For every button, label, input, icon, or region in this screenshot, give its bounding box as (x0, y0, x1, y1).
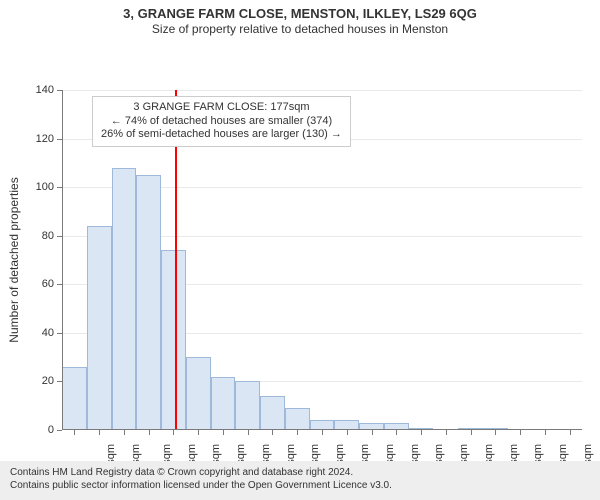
y-tick (57, 381, 62, 382)
x-tick (74, 430, 75, 435)
y-gridline (62, 90, 582, 91)
x-tick (248, 430, 249, 435)
x-tick (520, 430, 521, 435)
y-tick (57, 430, 62, 431)
footer-line-2: Contains public sector information licen… (10, 480, 590, 493)
x-tick (545, 430, 546, 435)
x-tick (495, 430, 496, 435)
histogram-bar (112, 168, 137, 430)
y-tick (57, 139, 62, 140)
x-tick (198, 430, 199, 435)
histogram-bar (161, 250, 186, 430)
histogram-bar (87, 226, 112, 430)
chart-title: 3, GRANGE FARM CLOSE, MENSTON, ILKLEY, L… (0, 0, 600, 22)
annotation-line-3: 26% of semi-detached houses are larger (… (101, 128, 342, 142)
histogram-bar (62, 367, 87, 430)
y-tick (57, 90, 62, 91)
x-tick (471, 430, 472, 435)
histogram-bar (260, 396, 285, 430)
x-tick (372, 430, 373, 435)
x-tick (223, 430, 224, 435)
footer-line-1: Contains HM Land Registry data © Crown c… (10, 467, 590, 480)
annotation-box: 3 GRANGE FARM CLOSE: 177sqm ← 74% of det… (92, 96, 351, 147)
x-tick (570, 430, 571, 435)
x-tick (173, 430, 174, 435)
histogram-bar (285, 408, 310, 430)
y-tick-label: 0 (0, 424, 54, 436)
y-axis-label: Number of detached properties (7, 177, 21, 342)
x-tick (446, 430, 447, 435)
y-axis-line (62, 90, 63, 430)
annotation-line-1: 3 GRANGE FARM CLOSE: 177sqm (101, 101, 342, 115)
histogram-bar (186, 357, 211, 430)
x-tick (149, 430, 150, 435)
x-tick (322, 430, 323, 435)
annotation-line-2: ← 74% of detached houses are smaller (37… (101, 115, 342, 129)
x-tick (124, 430, 125, 435)
y-tick (57, 333, 62, 334)
histogram-bar (136, 175, 161, 430)
x-tick (272, 430, 273, 435)
x-tick (396, 430, 397, 435)
footer: Contains HM Land Registry data © Crown c… (0, 461, 600, 500)
y-tick-label: 120 (0, 133, 54, 145)
y-tick-label: 140 (0, 84, 54, 96)
y-tick (57, 236, 62, 237)
histogram-bar (211, 377, 236, 430)
x-tick (347, 430, 348, 435)
x-tick (297, 430, 298, 435)
chart-container: { "title": "3, GRANGE FARM CLOSE, MENSTO… (0, 0, 600, 500)
chart-subtitle: Size of property relative to detached ho… (0, 22, 600, 36)
plot-area: 3 GRANGE FARM CLOSE: 177sqm ← 74% of det… (62, 90, 582, 430)
y-tick (57, 284, 62, 285)
histogram-bar (235, 381, 260, 430)
y-tick (57, 187, 62, 188)
x-tick (99, 430, 100, 435)
chart-area: 3 GRANGE FARM CLOSE: 177sqm ← 74% of det… (0, 42, 600, 492)
y-tick-label: 20 (0, 375, 54, 387)
x-tick (421, 430, 422, 435)
